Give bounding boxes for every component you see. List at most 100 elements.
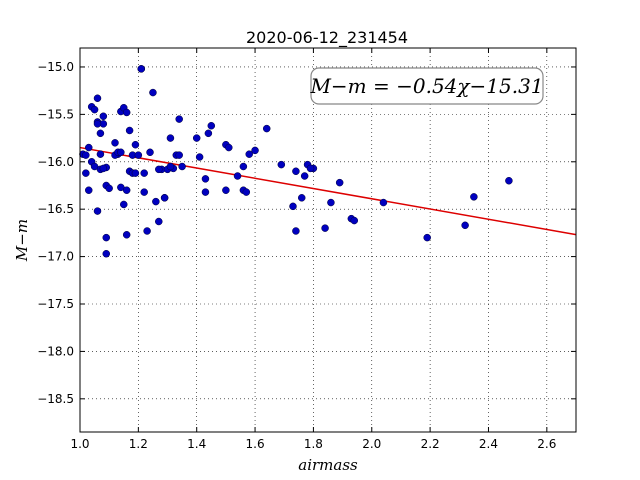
data-point — [239, 162, 248, 171]
x-tick-label: 1.8 — [304, 437, 323, 451]
data-point — [134, 151, 143, 159]
data-point — [201, 188, 210, 196]
data-point — [96, 129, 105, 138]
data-point — [350, 216, 359, 225]
data-point — [207, 121, 216, 130]
data-point — [93, 207, 102, 215]
x-tick-label: 2.4 — [479, 437, 498, 451]
data-point — [120, 200, 128, 209]
data-point — [222, 186, 230, 194]
chart-title: 2020-06-12_231454 — [246, 28, 408, 48]
data-point — [125, 126, 134, 135]
x-tick-label: 2.6 — [537, 437, 556, 451]
data-point — [262, 124, 271, 133]
data-point — [93, 94, 102, 103]
x-axis-label: airmass — [298, 456, 358, 474]
y-tick-label: −17.0 — [37, 250, 74, 264]
y-tick-label: −18.5 — [37, 392, 74, 406]
data-point — [102, 233, 111, 242]
data-point — [131, 169, 140, 177]
x-tick-label: 1.4 — [187, 437, 206, 451]
data-point — [90, 105, 99, 114]
data-point — [140, 169, 148, 177]
data-point — [379, 198, 388, 207]
y-tick-label: −18.0 — [37, 344, 74, 358]
data-point — [225, 143, 233, 152]
fit-line — [79, 146, 577, 236]
data-point — [166, 162, 175, 171]
data-point — [137, 65, 146, 73]
data-point — [152, 197, 160, 206]
data-point — [251, 146, 259, 155]
data-point — [297, 194, 306, 202]
data-point — [102, 249, 111, 258]
y-tick-label: −16.0 — [37, 155, 74, 169]
data-point — [99, 164, 108, 173]
data-point — [99, 112, 108, 121]
data-point — [470, 193, 478, 201]
data-point — [195, 153, 204, 161]
data-point — [192, 134, 201, 142]
axis-ticks: 1.0 1.2 1.4 1.6 1.8 2.0 2.2 2.4 2.6 −15.0 −15.5 −16… — [37, 48, 576, 451]
y-tick-label: −16.5 — [37, 202, 74, 216]
data-point — [461, 221, 469, 230]
data-point — [122, 108, 131, 117]
data-point — [146, 148, 154, 157]
grid-lines — [79, 48, 576, 432]
data-point — [204, 129, 213, 138]
fit-line-layer — [79, 146, 577, 236]
data-point — [105, 184, 113, 193]
data-point — [93, 120, 102, 128]
x-tick-label: 1.2 — [129, 437, 148, 451]
data-point — [292, 167, 300, 176]
x-tick-label: 2.0 — [362, 437, 381, 451]
data-point — [111, 139, 119, 147]
data-point — [122, 186, 131, 194]
data-point — [160, 194, 169, 202]
data-point — [122, 231, 131, 239]
data-point — [96, 150, 105, 158]
annotation-box — [310, 67, 544, 105]
data-point — [289, 202, 297, 211]
data-point — [82, 151, 90, 159]
data-point — [166, 134, 175, 142]
annotation-text: M−m = −0.54χ−15.31 — [309, 74, 543, 98]
data-point — [140, 188, 148, 196]
data-point — [131, 140, 140, 149]
data-point — [178, 162, 186, 171]
data-point — [117, 148, 125, 157]
data-point — [300, 172, 309, 180]
fit-equation-annotation: M−m = −0.54χ−15.31 — [309, 67, 544, 105]
x-tick-label: 2.2 — [421, 437, 440, 451]
data-point — [175, 115, 183, 123]
data-point — [155, 165, 163, 174]
data-point — [292, 227, 300, 235]
data-point — [85, 143, 93, 152]
data-point — [505, 176, 513, 185]
data-point — [306, 164, 315, 173]
y-axis-label: M−m — [13, 219, 31, 262]
data-point — [201, 175, 210, 183]
data-point — [327, 198, 335, 207]
y-tick-label: −15.5 — [37, 107, 74, 121]
data-point — [175, 151, 183, 159]
data-point — [335, 178, 344, 187]
data-point — [245, 150, 253, 158]
data-point — [277, 160, 286, 169]
x-tick-label: 1.6 — [246, 437, 265, 451]
y-tick-label: −15.0 — [37, 60, 74, 74]
data-point — [82, 169, 90, 177]
data-point — [155, 217, 163, 226]
data-point — [233, 172, 242, 180]
y-tick-label: −17.5 — [37, 297, 74, 311]
data-point — [242, 188, 251, 196]
data-points-layer — [79, 65, 513, 258]
data-point — [143, 227, 151, 235]
x-tick-label: 1.0 — [70, 437, 89, 451]
data-point — [149, 88, 157, 97]
data-point — [423, 233, 431, 242]
data-point — [85, 186, 93, 194]
plot-frame — [79, 47, 577, 433]
data-point — [321, 224, 329, 232]
